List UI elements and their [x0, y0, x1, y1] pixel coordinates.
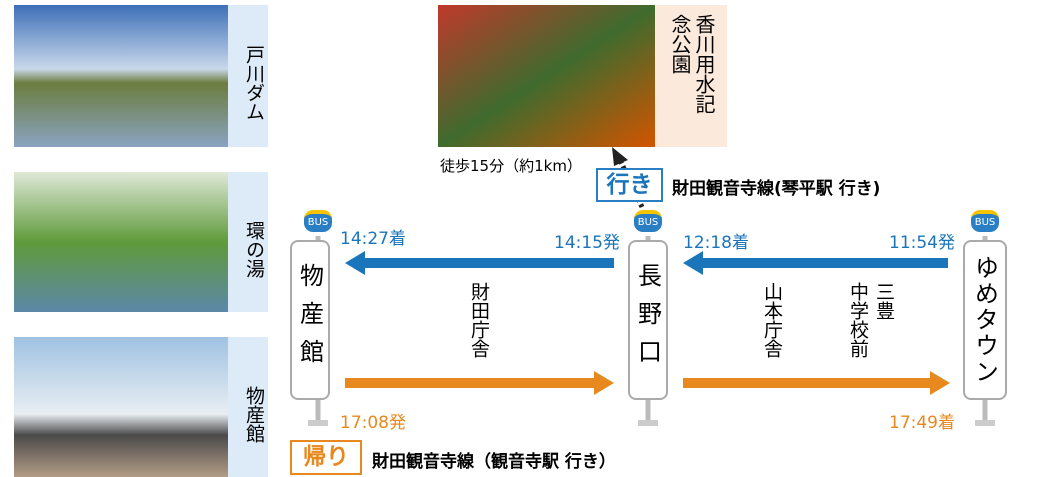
photo-park — [438, 5, 655, 147]
via-stop: 財田庁舎 — [467, 282, 491, 358]
via-stop: 三豊 — [872, 282, 896, 320]
bus-icon: BUS — [971, 210, 999, 232]
time: 11:54発 — [860, 228, 955, 253]
time: 14:15発 — [540, 228, 620, 253]
return-route: 財田観音寺線（観音寺駅 行き） — [372, 447, 616, 472]
walk-time: 徒歩15分（約1km） — [440, 155, 582, 176]
photo-label: 戸川ダム — [228, 5, 268, 147]
photo-onsen — [14, 172, 228, 312]
walk-arrow — [612, 147, 628, 166]
photo-label: 環の湯 — [228, 172, 268, 312]
time: 12:18着 — [683, 228, 749, 253]
via-stop: 中学校前 — [846, 282, 870, 358]
outbound-tag: 行き — [597, 169, 662, 201]
page: 戸川ダム 環の湯 物産館 香川用水記念公園 徒歩15分（約1km） 行き 財田観… — [0, 0, 1061, 477]
outbound-route: 財田観音寺線(琴平駅 行き) — [672, 174, 880, 199]
bus-icon: BUS — [634, 210, 662, 232]
park-label: 香川用水記念公園 — [668, 14, 716, 114]
return-tag: 帰り — [291, 441, 361, 474]
time: 17:49着 — [860, 408, 955, 433]
photo-bussankan — [14, 337, 228, 477]
stop: 物産館 — [290, 240, 330, 400]
photo-dam — [14, 5, 228, 147]
time: 17:08発 — [340, 408, 406, 433]
photo-label: 物産館 — [228, 337, 268, 477]
stop: 長野口 — [628, 240, 668, 400]
via-stop: 山本庁舎 — [760, 282, 784, 358]
bus-icon: BUS — [304, 210, 332, 232]
stop: ゆめタウン — [963, 240, 1007, 400]
time: 14:27着 — [340, 224, 406, 249]
